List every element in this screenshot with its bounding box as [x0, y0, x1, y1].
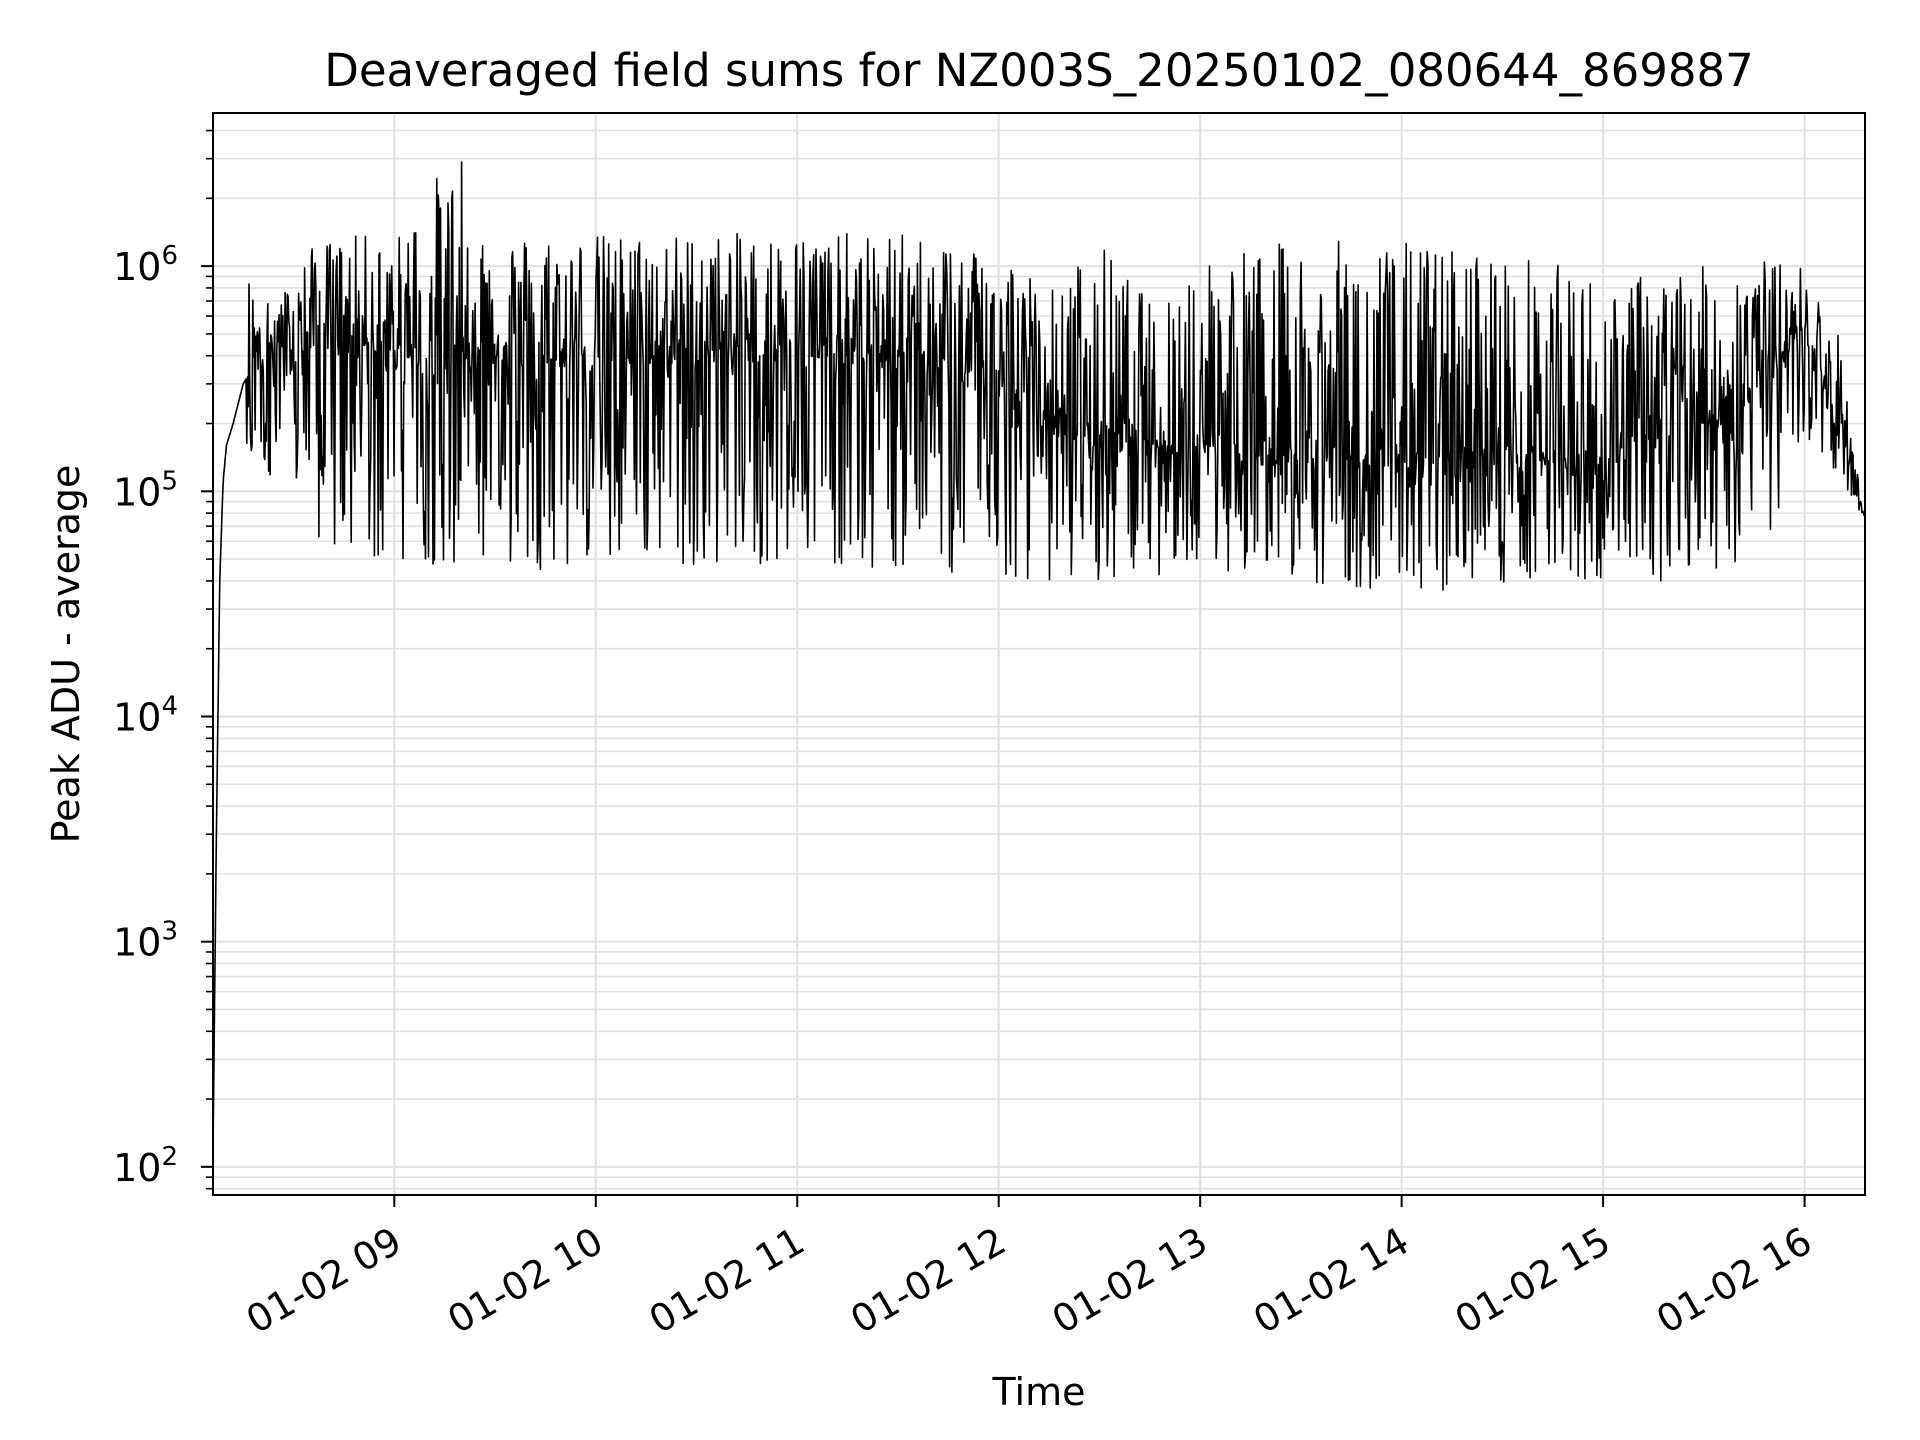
grid [213, 113, 1865, 1195]
y-tick-exponent: 2 [161, 1142, 178, 1172]
y-tick-exponent: 5 [161, 466, 178, 496]
chart-title: Deaveraged field sums for NZ003S_2025010… [324, 44, 1754, 97]
x-axis-label: Time [992, 1370, 1086, 1414]
y-axis-label: Peak ADU - average [44, 465, 88, 844]
plot-frame [212, 112, 1866, 1196]
y-tick-exponent: 4 [161, 691, 178, 721]
y-tick-exponent: 3 [161, 917, 178, 947]
data-series-line [212, 161, 1866, 1150]
y-tick-exponent: 6 [161, 241, 178, 271]
